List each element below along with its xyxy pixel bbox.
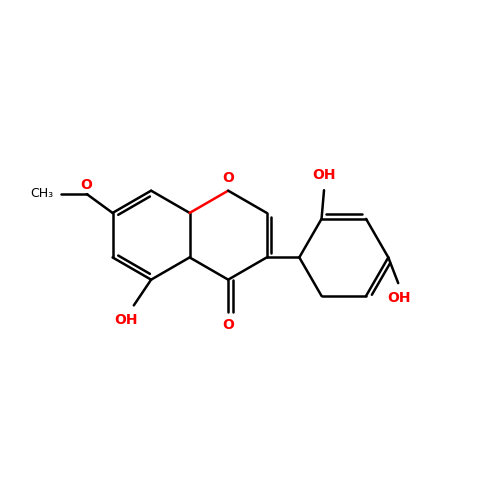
Text: CH₃: CH₃ bbox=[30, 186, 54, 200]
Text: O: O bbox=[222, 318, 234, 332]
Text: O: O bbox=[222, 170, 234, 184]
Text: OH: OH bbox=[114, 314, 138, 328]
Text: OH: OH bbox=[312, 168, 336, 182]
Text: O: O bbox=[80, 178, 92, 192]
Text: OH: OH bbox=[388, 291, 411, 305]
